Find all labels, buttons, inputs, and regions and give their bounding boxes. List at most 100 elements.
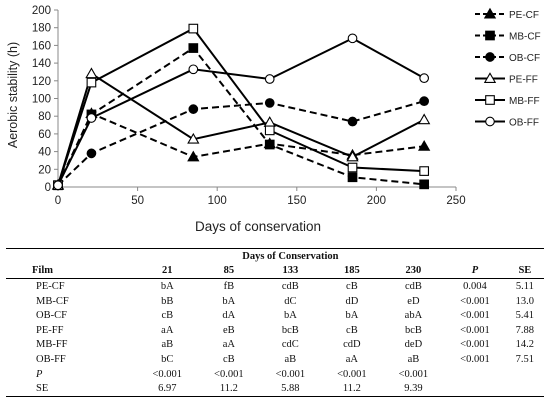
table-cell: aA [345, 353, 359, 365]
table-cell: aA [222, 339, 235, 351]
legend-marker-pe-ff [483, 72, 497, 83]
table-cell [444, 381, 506, 397]
chart-legend: PE-CF MB-CF OB-CF PE-FF MB-FF OB-FF [475, 7, 541, 129]
data-point-pe-ff [346, 150, 359, 162]
y-tick-label: 0 [45, 182, 51, 194]
data-point-ob-ff [419, 73, 430, 83]
table-body: PE-CF bA fB cdB cB cdB 0.004 5.11 MB-CF bB bA dC dD e… [6, 279, 544, 397]
table-header-blank [505, 247, 544, 264]
data-point-pe-ff [418, 113, 431, 125]
series-line-pe-ff [57, 72, 425, 186]
data-point-mb-ff [86, 77, 97, 88]
statistics-table: Days of Conservation Film 21 85 133 185 … [6, 247, 544, 397]
data-point-ob-ff [53, 180, 63, 191]
table-cell: dA [222, 310, 236, 322]
series-line-mb-ff [57, 27, 425, 186]
table-cell: eB [222, 324, 235, 336]
data-point-ob-ff [264, 74, 275, 84]
table-row: MB-CF bB bA dC dD eD <0.001 13.0 [6, 294, 544, 309]
table-cell: 11.2 [198, 381, 260, 397]
y-tick-label: 140 [32, 58, 51, 70]
table-cell: <0.001 [460, 310, 490, 322]
table-cell: dD [345, 295, 359, 307]
table-cell: dC [284, 295, 297, 307]
data-point-mb-ff [419, 166, 430, 176]
table-cell: <0.001 [460, 353, 490, 365]
table-col-85: 85 [198, 263, 260, 280]
table-col-21: 21 [136, 263, 199, 280]
data-point-mb-ff [347, 162, 358, 173]
table-cell: bA [160, 280, 174, 292]
table-cell: 6.97 [136, 381, 199, 397]
legend-marker-mb-cf [485, 30, 495, 41]
legend-marker-ob-ff [485, 116, 495, 127]
aerobic-stability-chart: 0 50 100 150 200 250 0 20 40 60 80 100 120 140 160 180 2… [6, 5, 541, 234]
data-point-pe-cf [187, 150, 200, 162]
table-cell: 7.88 [515, 324, 535, 336]
legend-marker-ob-cf [485, 52, 495, 62]
table-col-185: 185 [321, 263, 383, 280]
table-col-film: Film [6, 263, 137, 280]
x-tick-label: 50 [131, 195, 144, 207]
table-cell [444, 367, 506, 382]
table-cell: 13.0 [515, 295, 535, 307]
table-cell: bC [161, 353, 174, 365]
data-point-ob-cf [419, 96, 430, 107]
data-point-mb-cf [419, 179, 430, 190]
table-row-label: PE-CF [36, 280, 65, 292]
table-row-label: PE-FF [36, 324, 64, 336]
data-point-pe-cf [418, 139, 431, 151]
y-tick-label: 160 [32, 40, 51, 52]
x-tick-label: 100 [208, 195, 227, 207]
data-point-ob-cf [86, 148, 97, 159]
data-point-mb-cf [264, 139, 275, 150]
table-cell: abA [404, 310, 423, 322]
data-point-ob-cf [188, 104, 199, 114]
y-tick-label: 120 [32, 76, 51, 88]
x-tick-label: 200 [367, 195, 386, 207]
series-line-ob-cf [57, 100, 425, 186]
table-cell: cB [161, 310, 174, 322]
table-cell: cdB [404, 280, 422, 292]
data-point-ob-cf [264, 98, 275, 108]
legend-label-mb-cf: MB-CF [509, 32, 541, 43]
series-line-pe-cf [57, 112, 425, 186]
series-line-ob-ff [57, 37, 425, 186]
x-tick-label: 250 [446, 195, 465, 207]
legend-label-mb-ff: MB-FF [509, 96, 540, 107]
table-cell: <0.001 [337, 368, 367, 380]
table-super-header: Days of Conservation [136, 247, 445, 264]
y-axis-label: Aerobic stability (h) [6, 42, 20, 148]
table-cell: 9.39 [382, 381, 445, 397]
table-row-label: SE [6, 381, 137, 397]
table-header-row: Film 21 85 133 185 230 P SE [6, 263, 544, 280]
table-cell: <0.001 [460, 295, 490, 307]
table-row-label: MB-FF [36, 339, 68, 351]
y-tick-label: 200 [32, 5, 51, 17]
chart-series-markers [51, 23, 431, 191]
table-header-blank [6, 247, 137, 264]
table-row-label: OB-CF [36, 310, 67, 322]
table-row: OB-FF bC cB aB aA aB <0.001 7.51 [6, 352, 544, 367]
table-cell: bcB [281, 324, 299, 336]
table-row: PE-CF bA fB cdB cB cdB 0.004 5.11 [6, 279, 544, 294]
data-point-pe-ff [85, 67, 98, 79]
table-col-p: P [444, 263, 506, 280]
legend-label-ob-ff: OB-FF [509, 118, 539, 129]
table-cell: 5.11 [515, 280, 534, 292]
legend-label-ob-cf: OB-CF [509, 53, 540, 64]
y-tick-label: 180 [32, 23, 51, 35]
data-point-ob-ff [347, 33, 358, 44]
table-cell: bcB [404, 324, 422, 336]
table-cell: <0.001 [460, 324, 490, 336]
data-point-ob-ff [188, 64, 199, 75]
table-cell: <0.001 [214, 368, 244, 380]
table-cell [506, 367, 544, 382]
table-header-blank [444, 247, 506, 264]
data-point-mb-ff [264, 125, 275, 136]
y-tick-label: 80 [38, 111, 51, 123]
table-cell: bA [283, 310, 297, 322]
table-row: PE-FF aA eB bcB cB bcB <0.001 7.88 [6, 323, 544, 338]
table-cell: cB [346, 324, 358, 336]
table-row: OB-CF cB dA bA bA abA <0.001 5.41 [6, 308, 544, 323]
